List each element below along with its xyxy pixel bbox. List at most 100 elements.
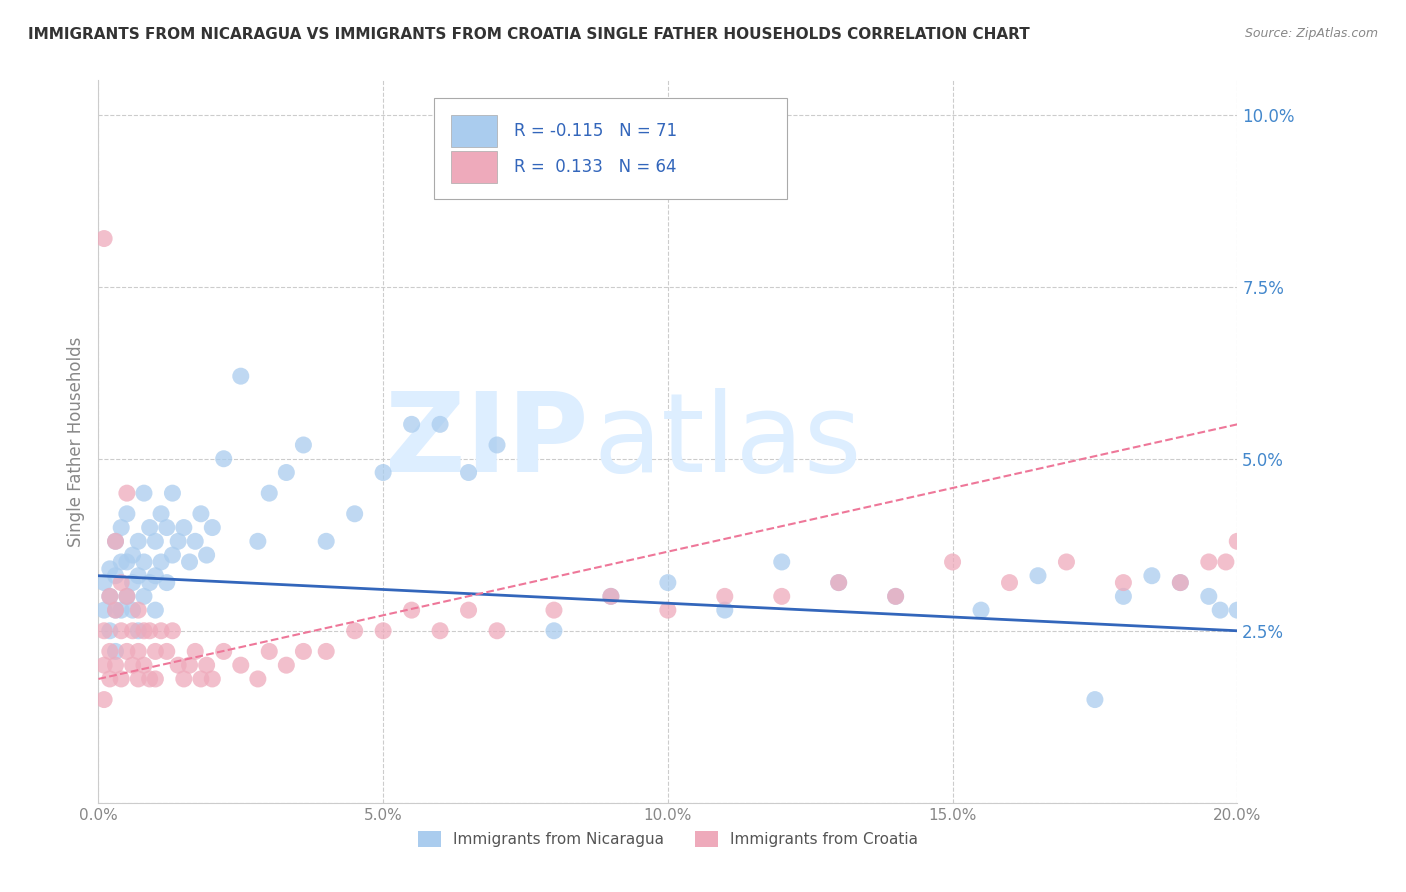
- Point: [138, 672, 160, 686]
- Point: [115, 555, 138, 569]
- Point: [1112, 575, 1135, 590]
- Point: [970, 603, 993, 617]
- Point: [179, 555, 201, 569]
- Point: [828, 575, 851, 590]
- Point: [315, 644, 337, 658]
- Point: [229, 369, 252, 384]
- Point: [1226, 603, 1249, 617]
- Point: [98, 590, 121, 604]
- Text: R =  0.133   N = 64: R = 0.133 N = 64: [515, 158, 676, 176]
- Point: [121, 603, 143, 617]
- Text: IMMIGRANTS FROM NICARAGUA VS IMMIGRANTS FROM CROATIA SINGLE FATHER HOUSEHOLDS CO: IMMIGRANTS FROM NICARAGUA VS IMMIGRANTS …: [28, 27, 1029, 42]
- Legend: Immigrants from Nicaragua, Immigrants from Croatia: Immigrants from Nicaragua, Immigrants fr…: [412, 825, 924, 853]
- Point: [212, 451, 235, 466]
- Point: [115, 507, 138, 521]
- Point: [1084, 692, 1107, 706]
- Point: [828, 575, 851, 590]
- Point: [121, 624, 143, 638]
- Point: [1198, 590, 1220, 604]
- Point: [132, 486, 155, 500]
- Point: [138, 624, 160, 638]
- Point: [343, 624, 366, 638]
- Text: ZIP: ZIP: [385, 388, 588, 495]
- Point: [150, 555, 173, 569]
- Point: [156, 644, 179, 658]
- Point: [770, 555, 793, 569]
- Point: [121, 575, 143, 590]
- Point: [121, 658, 143, 673]
- Point: [259, 644, 281, 658]
- Point: [150, 624, 173, 638]
- Point: [110, 603, 132, 617]
- Point: [93, 575, 115, 590]
- Point: [145, 534, 167, 549]
- Point: [98, 644, 121, 658]
- Point: [714, 590, 737, 604]
- Point: [246, 534, 269, 549]
- Point: [156, 520, 179, 534]
- Point: [714, 603, 737, 617]
- Point: [127, 624, 149, 638]
- Point: [104, 658, 127, 673]
- Point: [343, 507, 366, 521]
- Point: [98, 672, 121, 686]
- Point: [292, 438, 315, 452]
- Point: [145, 568, 167, 582]
- Point: [121, 548, 143, 562]
- Point: [190, 672, 212, 686]
- Point: [132, 555, 155, 569]
- Point: [115, 486, 138, 500]
- Point: [98, 562, 121, 576]
- Point: [115, 644, 138, 658]
- Point: [457, 466, 479, 480]
- Point: [115, 590, 138, 604]
- Point: [429, 417, 451, 432]
- Point: [195, 548, 218, 562]
- Point: [145, 672, 167, 686]
- Point: [104, 534, 127, 549]
- Point: [104, 568, 127, 582]
- Point: [600, 590, 623, 604]
- Point: [184, 644, 207, 658]
- Point: [884, 590, 907, 604]
- Point: [373, 466, 395, 480]
- Point: [162, 486, 184, 500]
- Point: [1056, 555, 1078, 569]
- Point: [162, 548, 184, 562]
- Point: [93, 692, 115, 706]
- Point: [1026, 568, 1049, 582]
- Point: [115, 590, 138, 604]
- Point: [486, 624, 509, 638]
- Point: [543, 624, 565, 638]
- Point: [229, 658, 252, 673]
- Text: Source: ZipAtlas.com: Source: ZipAtlas.com: [1244, 27, 1378, 40]
- FancyBboxPatch shape: [451, 151, 498, 183]
- Point: [429, 624, 451, 638]
- Point: [104, 534, 127, 549]
- Point: [276, 466, 298, 480]
- Point: [93, 603, 115, 617]
- Point: [373, 624, 395, 638]
- Point: [884, 590, 907, 604]
- Point: [179, 658, 201, 673]
- Point: [770, 590, 793, 604]
- Point: [110, 555, 132, 569]
- Point: [145, 603, 167, 617]
- Point: [110, 520, 132, 534]
- Point: [457, 603, 479, 617]
- Point: [110, 575, 132, 590]
- Point: [201, 672, 224, 686]
- Point: [942, 555, 965, 569]
- Point: [1226, 534, 1249, 549]
- Point: [127, 644, 149, 658]
- FancyBboxPatch shape: [451, 114, 498, 147]
- Point: [184, 534, 207, 549]
- Point: [104, 603, 127, 617]
- Point: [173, 672, 195, 686]
- Point: [127, 672, 149, 686]
- Point: [1198, 555, 1220, 569]
- Point: [292, 644, 315, 658]
- Point: [110, 672, 132, 686]
- Point: [486, 438, 509, 452]
- Point: [315, 534, 337, 549]
